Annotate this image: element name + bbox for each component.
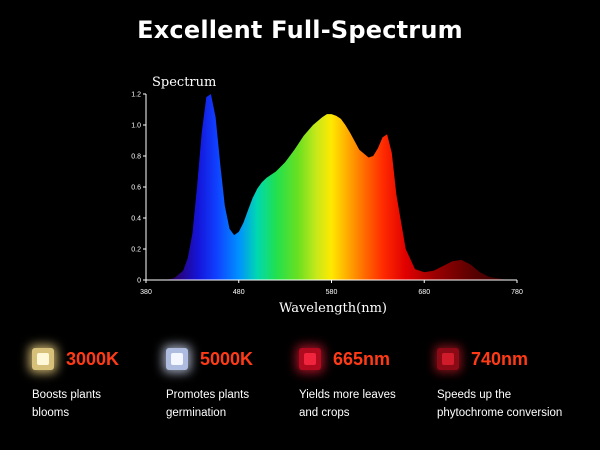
y-tick-label: 0.4 — [131, 216, 141, 223]
x-tick-label: 380 — [140, 289, 152, 296]
feature-title: 3000K — [66, 349, 120, 369]
feature-title: 5000K — [200, 349, 254, 369]
x-tick-label: 580 — [326, 289, 338, 296]
feature-desc-line: Boosts plants — [32, 389, 102, 401]
y-tick-label: 0.8 — [131, 154, 141, 161]
chart-title: Spectrum — [152, 75, 216, 90]
far-red-led-icon — [437, 348, 459, 370]
feature-desc-line: and crops — [299, 407, 350, 419]
feature-desc-line: blooms — [32, 407, 70, 419]
x-tick-label: 680 — [418, 289, 430, 296]
warm-white-led-icon — [32, 348, 54, 370]
x-axis-label: Wavelength(nm) — [279, 301, 387, 316]
feature-description: Promotes plants germination — [166, 386, 249, 422]
feature-description: Yields more leaves and crops — [299, 386, 396, 422]
x-tick-label: 780 — [511, 289, 523, 296]
chart-axes: 380 480 580 680 780 0 0.2 0.4 0.6 0.8 1.0 1.2 — [131, 92, 523, 297]
feature-description: Speeds up the phytochrome conversion — [437, 386, 562, 422]
feature-desc-line: Promotes plants — [166, 389, 250, 401]
y-tick-label: 1.0 — [131, 123, 141, 130]
feature-desc-line: germination — [166, 407, 227, 419]
y-tick-label: 0 — [137, 278, 141, 285]
feature-title: 740nm — [471, 349, 529, 369]
cool-white-led-icon — [166, 348, 188, 370]
page-title: Excellent Full-Spectrum — [137, 16, 463, 44]
feature-desc-line: phytochrome conversion — [437, 407, 563, 419]
y-tick-label: 1.2 — [131, 92, 141, 99]
feature-desc-line: Yields more leaves — [299, 389, 396, 401]
feature-desc-line: Speeds up the — [437, 389, 512, 401]
y-tick-label: 0.2 — [131, 247, 141, 254]
spectrum-area-layer — [146, 94, 517, 280]
feature-description: Boosts plants blooms — [32, 386, 101, 422]
spectrum-series-area — [146, 94, 517, 280]
y-tick-label: 0.6 — [131, 185, 141, 192]
red-led-icon — [299, 348, 321, 370]
x-tick-label: 480 — [233, 289, 245, 296]
feature-title: 665nm — [333, 349, 391, 369]
